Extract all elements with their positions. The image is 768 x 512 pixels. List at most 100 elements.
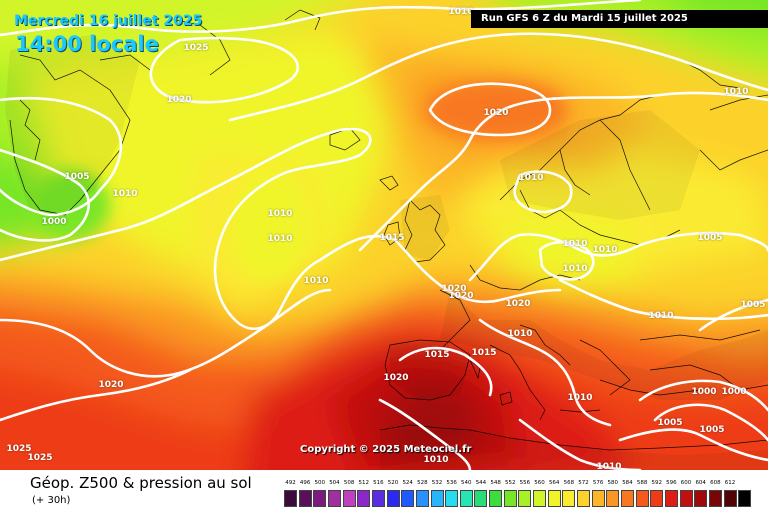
model-run-banner: Run GFS 6 Z du Mardi 15 juillet 2025: [471, 10, 768, 28]
isobar-label: 1015: [424, 350, 450, 360]
scale-swatch: [298, 490, 312, 507]
scale-swatch: [327, 490, 341, 507]
scale-label: 508: [343, 480, 355, 486]
scale-swatch: [445, 490, 459, 507]
isobar-label: 1010: [596, 462, 622, 472]
scale-swatch: [401, 490, 415, 507]
scale-label: 504: [329, 480, 340, 486]
scale-swatch: [679, 490, 693, 507]
scale-label: 548: [490, 480, 501, 486]
scale-label: 576: [592, 480, 604, 486]
scale-label: 596: [666, 480, 677, 486]
scale-label: 556: [519, 480, 531, 486]
copyright-notice: Copyright © 2025 Meteociel.fr: [300, 444, 472, 455]
isobar-label: 1015: [471, 348, 497, 358]
scale-swatch: [459, 490, 473, 507]
isobar-label: 1010: [112, 189, 138, 199]
isobar-label: 1020: [483, 108, 509, 118]
scale-swatch: [518, 490, 532, 507]
scale-label: 520: [387, 480, 399, 486]
scale-label: 492: [285, 480, 296, 486]
isobar-label: 1010: [423, 455, 449, 465]
scale-label: 568: [563, 480, 575, 486]
scale-swatch: [591, 490, 605, 507]
scale-label: 544: [475, 480, 487, 486]
scale-swatch: [620, 490, 634, 507]
isobar-label: 1020: [383, 373, 409, 383]
scale-label: 528: [417, 480, 428, 486]
scale-label: 532: [431, 480, 443, 486]
scale-label: 604: [695, 480, 706, 486]
isobar-label: 1020: [448, 291, 474, 301]
legend-footer: Géop. Z500 & pression au sol (+ 30h) 492…: [0, 470, 768, 512]
scale-label: 572: [578, 480, 589, 486]
scale-swatch: [723, 490, 737, 507]
isobar-label: 1000: [721, 387, 747, 397]
isobar-label: 1010: [648, 311, 674, 321]
isobar-label: 1010: [592, 245, 618, 255]
field-name: Géop. Z500 & pression au sol: [30, 474, 252, 492]
scale-label: 516: [373, 480, 384, 486]
isobar-label: 1005: [697, 233, 723, 243]
scale-swatch: [738, 490, 752, 507]
scale-label: 500: [314, 480, 326, 486]
scale-swatch: [606, 490, 620, 507]
scale-swatch: [342, 490, 356, 507]
scale-label: 536: [446, 480, 457, 486]
isobar-label: 1020: [166, 95, 192, 105]
scale-label: 524: [402, 480, 413, 486]
isobar-label: 1025: [183, 43, 209, 53]
isobar-label: 1010: [562, 264, 588, 274]
isobar-label: 1005: [699, 425, 725, 435]
scale-label: 600: [680, 480, 692, 486]
scale-swatch: [430, 490, 444, 507]
scale-swatch: [694, 490, 708, 507]
scale-label: 540: [461, 480, 472, 486]
scale-label: 580: [607, 480, 619, 486]
scale-swatch: [533, 490, 547, 507]
scale-label: 592: [651, 480, 663, 486]
scale-swatch: [577, 490, 590, 507]
scale-label: 584: [622, 480, 633, 486]
isobar-label: 1025: [27, 453, 53, 463]
isobar-label: 1015: [379, 233, 405, 243]
scale-swatch: [357, 490, 371, 507]
isobar-label: 1010: [518, 173, 544, 183]
forecast-date: Mercredi 16 juillet 2025: [14, 13, 203, 29]
geopotential-field: [0, 0, 768, 470]
scale-swatch: [635, 490, 649, 507]
isobar-label: 1020: [441, 284, 467, 294]
scale-swatch: [474, 490, 488, 507]
scale-swatch: [503, 490, 517, 507]
color-scale: [284, 490, 752, 508]
scale-swatch: [547, 490, 561, 507]
isobar-label: 1005: [740, 300, 766, 310]
isobar-label: 1000: [691, 387, 717, 397]
scale-label: 496: [299, 480, 311, 486]
isobar-label: 1025: [6, 444, 32, 454]
isobar-label: 1010: [267, 234, 293, 244]
isobar-label: 1010: [723, 87, 749, 97]
isobar-label: 1010: [562, 239, 588, 249]
scale-swatch: [284, 490, 297, 507]
lead-time: (+ 30h): [32, 495, 71, 506]
scale-label: 560: [534, 480, 545, 486]
scale-label: 552: [505, 480, 516, 486]
scale-swatch: [650, 490, 664, 507]
isobar-label: 1005: [657, 418, 683, 428]
isobar-label: 1020: [98, 380, 124, 390]
weather-map: 1010 1025 1020 1005 1010 1000 1010 1010 1010 1020…: [0, 0, 768, 472]
scale-swatch: [313, 490, 327, 507]
scale-swatch: [415, 490, 429, 507]
scale-swatch: [664, 490, 678, 507]
isobar-label: 1010: [507, 329, 533, 339]
isobar-label: 1010: [448, 7, 474, 17]
isobar-label: 1010: [267, 209, 293, 219]
scale-label: 588: [636, 480, 648, 486]
isobar-label: 1010: [303, 276, 329, 286]
scale-swatch: [386, 490, 400, 507]
scale-swatch: [489, 490, 503, 507]
color-scale-labels: 492 496 500 504 508 512 516 520 524 528 532 536 540 5…: [284, 480, 752, 490]
scale-swatch: [562, 490, 576, 507]
isobar-label: 1000: [41, 217, 67, 227]
